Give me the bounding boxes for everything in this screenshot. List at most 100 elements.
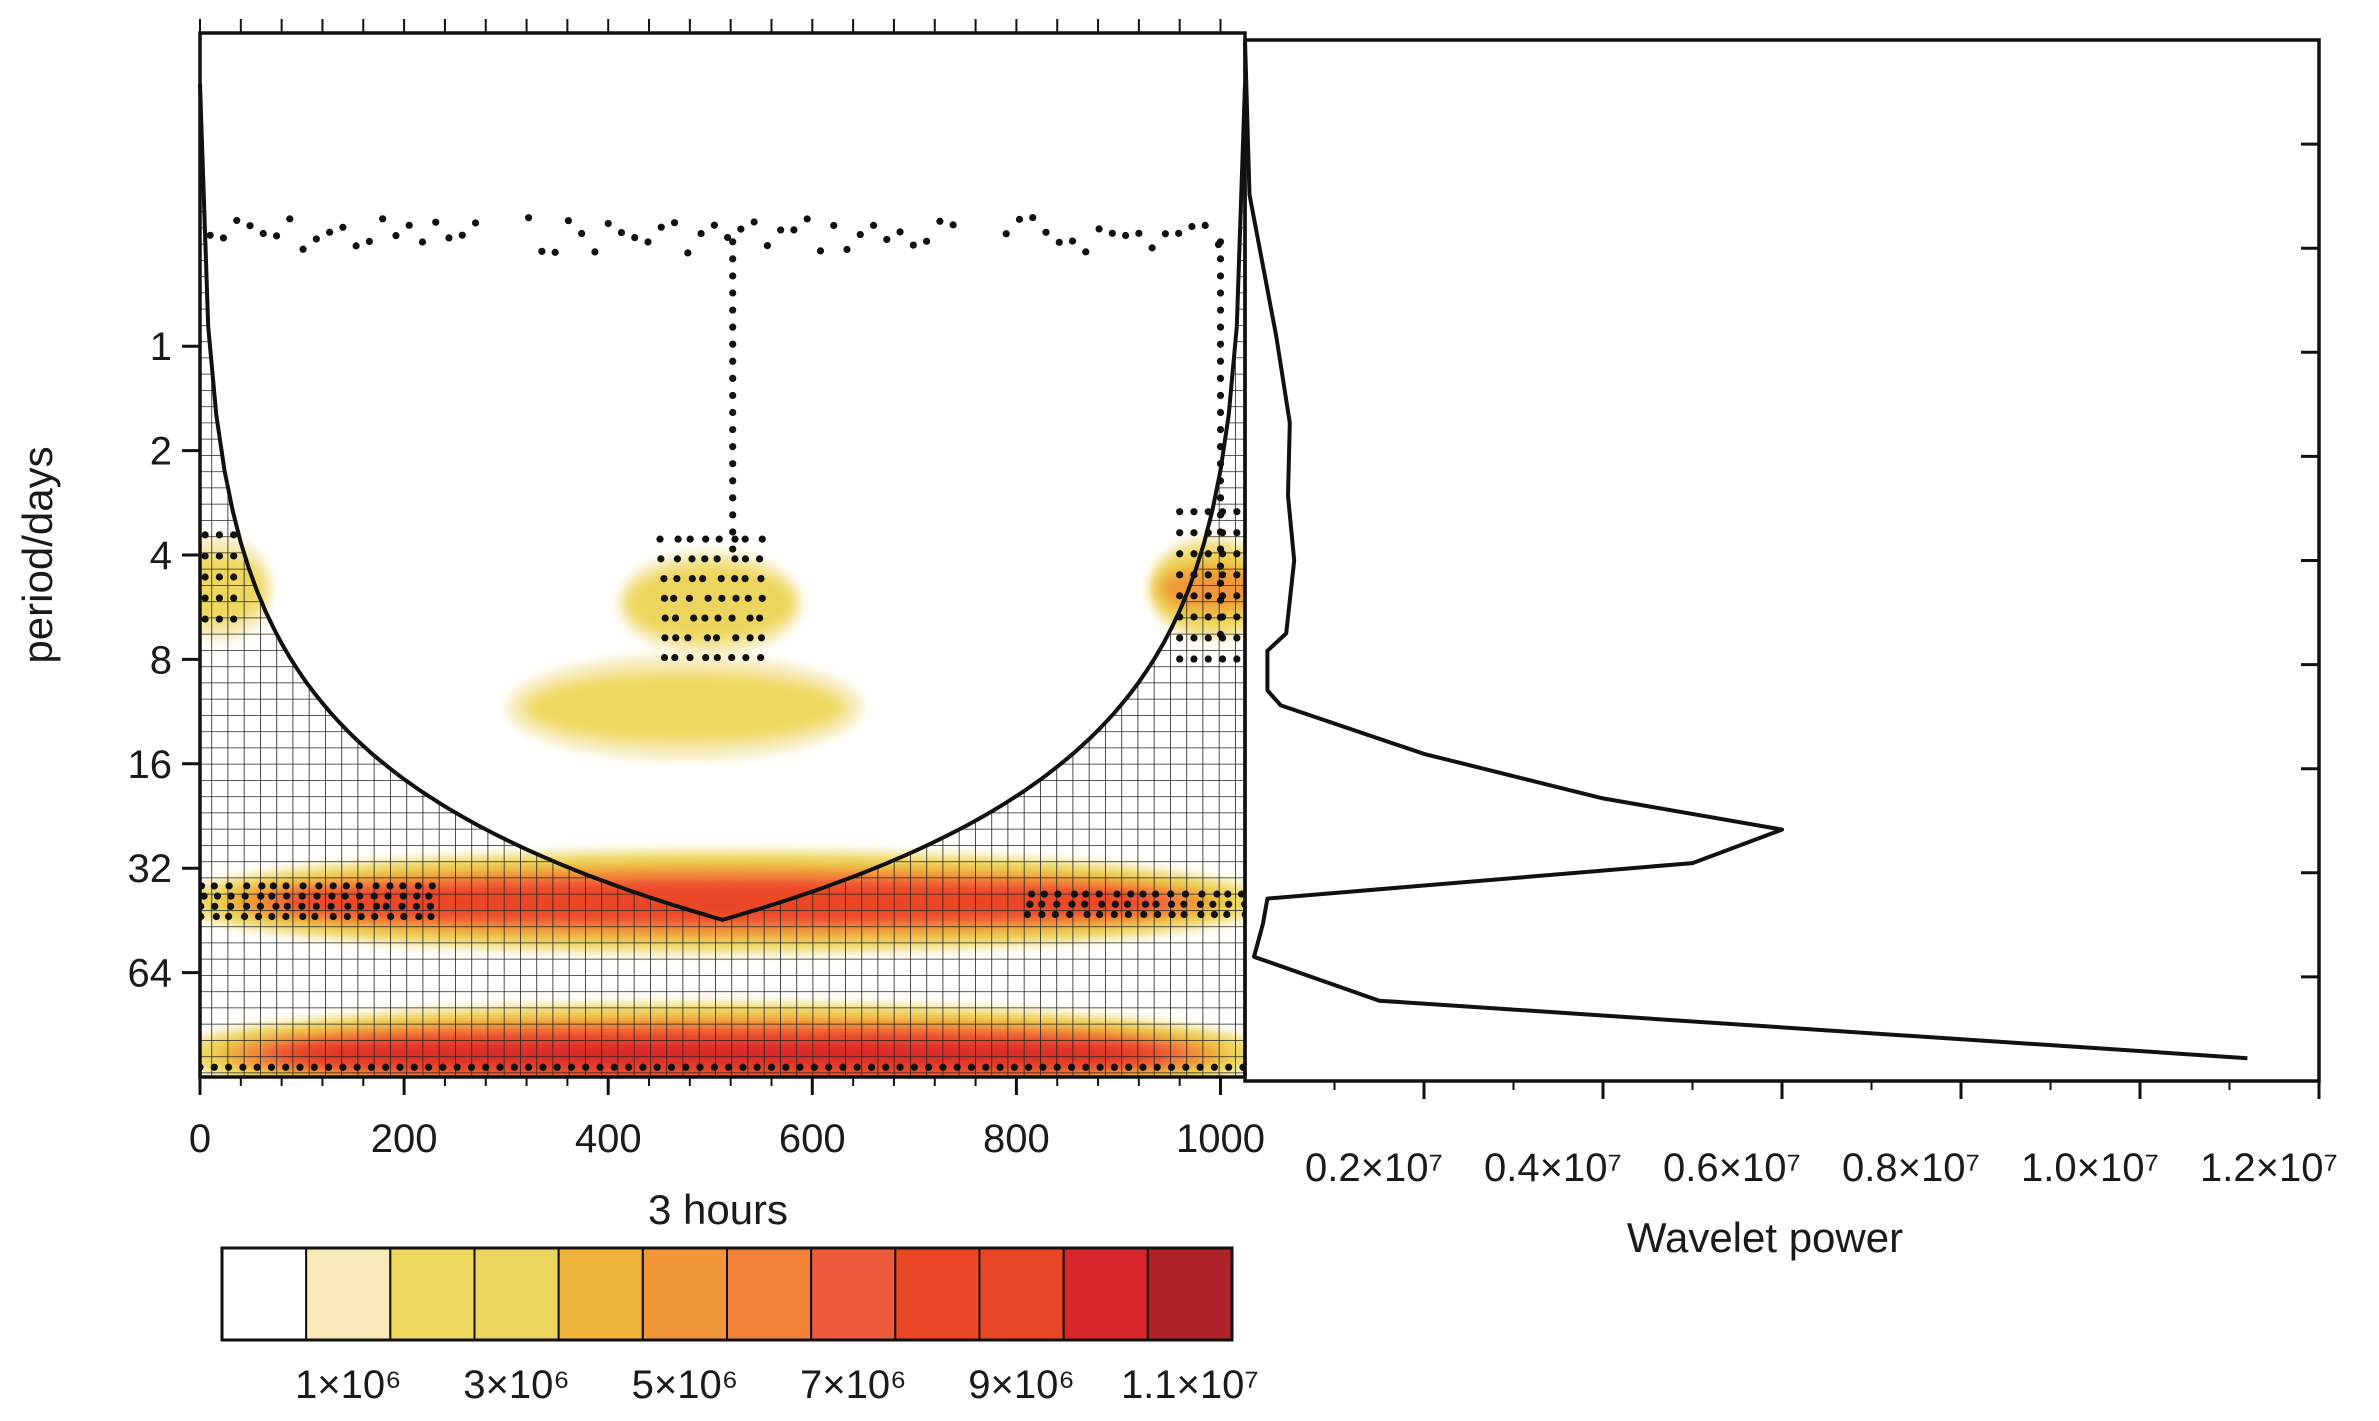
significance-dot xyxy=(1053,900,1061,908)
significance-dot xyxy=(1141,900,1150,908)
significance-dot xyxy=(1067,1063,1076,1071)
significance-dot xyxy=(731,535,739,543)
significance-dot xyxy=(1113,890,1121,898)
significance-dot xyxy=(882,1063,890,1071)
significance-dot xyxy=(713,653,721,662)
colorbar-label: 5×10⁶ xyxy=(632,1363,739,1407)
significance-dot xyxy=(282,1063,290,1071)
significance-dot xyxy=(1153,1063,1161,1071)
significance-dot xyxy=(843,245,851,254)
significance-dot xyxy=(370,892,378,900)
significance-dot xyxy=(414,882,422,890)
significance-dot xyxy=(1167,900,1176,908)
significance-dot xyxy=(1139,890,1147,898)
significance-dot xyxy=(661,614,669,622)
significance-dots xyxy=(200,213,1245,1071)
significance-dot xyxy=(386,882,394,890)
significance-dot xyxy=(660,594,669,602)
significance-dot xyxy=(372,902,381,910)
significance-dot xyxy=(567,1063,576,1071)
significance-dot xyxy=(1110,910,1118,919)
significance-dot xyxy=(670,219,679,227)
significance-dot xyxy=(1201,221,1209,229)
significance-dot xyxy=(741,575,749,583)
significance-dot xyxy=(742,653,750,662)
significance-dot xyxy=(254,912,263,921)
significance-dot xyxy=(367,1063,376,1071)
significance-dot xyxy=(286,215,294,223)
significance-dot xyxy=(1216,408,1225,417)
significance-dot xyxy=(856,230,864,239)
colorbar-swatch xyxy=(641,1247,728,1341)
significance-dot xyxy=(230,594,238,602)
significance-dot xyxy=(341,892,349,900)
significance-dot xyxy=(1218,634,1227,642)
right-x-tick-label: 0.6×10⁷ xyxy=(1663,1146,1801,1190)
significance-dot xyxy=(210,1063,218,1071)
significance-dot xyxy=(551,248,559,256)
colorbar-label: 1.1×10⁷ xyxy=(1121,1363,1259,1407)
significance-dot xyxy=(1051,910,1059,919)
significance-dot xyxy=(283,902,291,910)
significance-dot xyxy=(702,653,710,662)
significance-dot xyxy=(671,614,680,622)
significance-dot xyxy=(757,575,765,583)
significance-dot xyxy=(704,594,712,602)
significance-dot xyxy=(1218,508,1227,516)
significance-dot xyxy=(326,228,334,236)
significance-dot xyxy=(1233,529,1241,537)
significance-dot xyxy=(825,1063,833,1071)
significance-dot xyxy=(1209,900,1217,908)
significance-dot xyxy=(713,555,721,563)
y-tick-label: 64 xyxy=(128,952,173,996)
significance-dot xyxy=(732,634,740,642)
significance-dot xyxy=(313,892,321,900)
significance-dot xyxy=(268,912,276,921)
significance-dot xyxy=(258,882,266,890)
significance-dot xyxy=(710,1063,718,1071)
significance-dot xyxy=(1176,508,1184,516)
significance-dot xyxy=(213,892,222,900)
significance-dot xyxy=(1135,229,1143,237)
significance-dot xyxy=(1204,655,1212,663)
y-tick-label: 16 xyxy=(128,743,173,787)
significance-dot xyxy=(1096,910,1104,919)
significance-dot xyxy=(746,634,754,642)
significance-dot xyxy=(224,1063,233,1071)
significance-dot xyxy=(816,247,825,255)
significance-dot xyxy=(782,1063,790,1071)
significance-dot xyxy=(967,1063,976,1071)
significance-dot xyxy=(1216,323,1225,331)
significance-dot xyxy=(1237,890,1245,898)
significance-dot xyxy=(564,217,573,225)
significance-dot xyxy=(1082,248,1090,256)
right-plot-frame xyxy=(1243,38,2321,1083)
significance-dot xyxy=(1196,1063,1204,1071)
y-tick-label: 4 xyxy=(150,534,172,578)
significance-dot xyxy=(200,892,208,900)
significance-dot xyxy=(596,1063,604,1071)
significance-dot xyxy=(1176,571,1184,579)
significance-dot xyxy=(1216,272,1225,280)
significance-dot xyxy=(731,555,739,563)
significance-dot xyxy=(753,1063,761,1071)
significance-dot xyxy=(685,594,694,602)
significance-dot xyxy=(201,573,209,581)
significance-dot xyxy=(853,1063,861,1071)
significance-dot xyxy=(413,892,421,900)
significance-dot xyxy=(639,1063,647,1071)
significance-dot xyxy=(1233,550,1241,558)
significance-dot xyxy=(1204,592,1212,600)
significance-dot xyxy=(282,882,290,890)
significance-dot xyxy=(910,1063,918,1071)
significance-dot xyxy=(699,575,707,583)
significance-dot xyxy=(688,575,696,583)
significance-dot xyxy=(227,892,235,900)
significance-dot xyxy=(750,218,758,226)
significance-dot xyxy=(412,902,421,910)
y-tick-label: 8 xyxy=(150,638,172,682)
colorbar-label: 1×10⁶ xyxy=(295,1363,402,1407)
significance-dot xyxy=(432,218,440,226)
significance-dot xyxy=(758,535,766,543)
wavelet-spectrum-panel: 0 200 400 600 800 1000 1 2 4 8 16 32 64 3 hours peri… xyxy=(14,19,1265,1233)
